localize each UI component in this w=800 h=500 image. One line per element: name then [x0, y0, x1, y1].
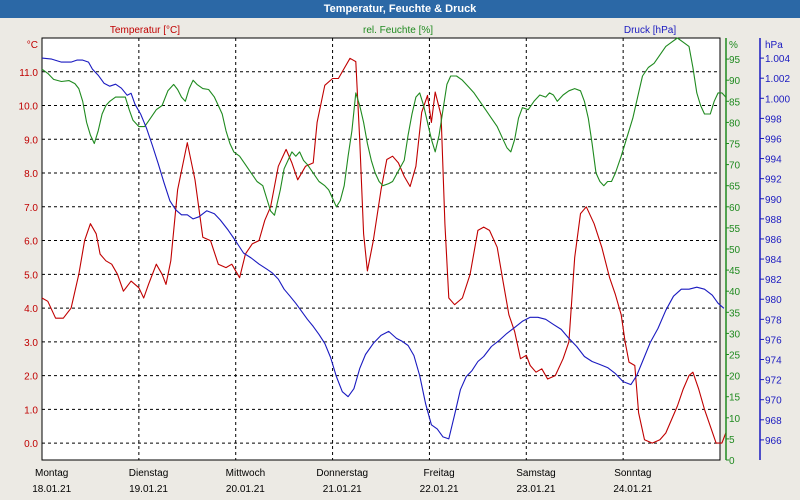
x-day-label: Sonntag — [614, 468, 651, 479]
humidity-tick-label: 75 — [729, 140, 741, 151]
pressure-tick-label: 992 — [765, 175, 782, 186]
x-day-label: Freitag — [424, 468, 455, 479]
pressure-tick-label: 1.002 — [765, 74, 790, 85]
humidity-tick-label: 25 — [729, 351, 741, 362]
pressure-tick-label: 982 — [765, 275, 782, 286]
temperature-tick-label: 3.0 — [24, 338, 38, 349]
x-day-label: Montag — [35, 468, 68, 479]
pressure-tick-label: 984 — [765, 255, 782, 266]
temperature-tick-label: 6.0 — [24, 237, 38, 248]
x-date-label: 20.01.21 — [226, 484, 265, 495]
grid-lines — [42, 38, 720, 460]
humidity-tick-label: 95 — [729, 55, 741, 66]
temperature-tick-label: 0.0 — [24, 439, 38, 450]
pressure-tick-label: 988 — [765, 215, 782, 226]
humidity-tick-label: 35 — [729, 308, 741, 319]
pressure-tick-label: 980 — [765, 295, 782, 306]
temperature-tick-label: 2.0 — [24, 372, 38, 383]
pressure-tick-label: 976 — [765, 335, 782, 346]
pressure-tick-label: 1.004 — [765, 54, 790, 65]
x-day-label: Samstag — [516, 468, 555, 479]
temperature-tick-label: 8.0 — [24, 169, 38, 180]
temperature-tick-label: 4.0 — [24, 304, 38, 315]
series-line-humidity — [41, 37, 727, 216]
humidity-tick-label: 0 — [729, 456, 735, 467]
x-date-label: 22.01.21 — [420, 484, 459, 495]
pressure-tick-label: 996 — [765, 134, 782, 145]
pressure-tick-label: 966 — [765, 436, 782, 447]
pressure-tick-label: 986 — [765, 235, 782, 246]
temperature-tick-label: 1.0 — [24, 405, 38, 416]
humidity-tick-label: 55 — [729, 224, 741, 235]
pressure-tick-label: 970 — [765, 396, 782, 407]
pressure-tick-label: 972 — [765, 376, 782, 387]
series-line-pressure — [41, 57, 725, 440]
humidity-tick-label: 45 — [729, 266, 741, 277]
humidity-tick-label: 15 — [729, 393, 741, 404]
x-date-label: 21.01.21 — [323, 484, 362, 495]
humidity-tick-label: 30 — [729, 329, 741, 340]
humidity-tick-label: 85 — [729, 97, 741, 108]
series-lines — [41, 37, 727, 444]
pressure-tick-label: 968 — [765, 416, 782, 427]
pressure-tick-label: 974 — [765, 356, 782, 367]
temperature-tick-label: 11.0 — [19, 68, 38, 79]
x-day-label: Mittwoch — [226, 468, 265, 479]
humidity-tick-label: 40 — [729, 287, 741, 298]
humidity-unit-label: % — [729, 40, 738, 51]
humidity-tick-label: 80 — [729, 118, 741, 129]
pressure-axis-title: Druck [hPa] — [624, 25, 676, 36]
axes — [725, 38, 764, 461]
humidity-tick-label: 90 — [729, 76, 741, 87]
pressure-tick-label: 998 — [765, 114, 782, 125]
pressure-tick-label: 994 — [765, 155, 782, 166]
x-date-label: 19.01.21 — [129, 484, 168, 495]
plot-area — [41, 37, 721, 461]
series-line-temperature — [41, 57, 727, 444]
x-date-label: 18.01.21 — [32, 484, 71, 495]
pressure-unit-label: hPa — [765, 40, 783, 51]
axis-labels: 0.0 1.0 2.0 3.0 4.0 5.0 6.0 7.0 8.0 9.0 10.0 11.0 0 5… — [19, 25, 791, 495]
humidity-tick-label: 70 — [729, 161, 741, 172]
temperature-axis-title: Temperatur [°C] — [110, 25, 180, 36]
temperature-tick-label: 10.0 — [19, 102, 39, 113]
pressure-tick-label: 1.000 — [765, 94, 790, 105]
temperature-unit-label: °C — [27, 40, 38, 51]
humidity-tick-label: 50 — [729, 245, 741, 256]
pressure-tick-label: 990 — [765, 195, 782, 206]
chart-title: Temperatur, Feuchte & Druck — [0, 0, 800, 18]
humidity-tick-label: 20 — [729, 372, 741, 383]
x-day-label: Donnerstag — [316, 468, 368, 479]
temperature-tick-label: 7.0 — [24, 203, 38, 214]
humidity-tick-label: 65 — [729, 182, 741, 193]
humidity-tick-label: 60 — [729, 203, 741, 214]
x-date-label: 24.01.21 — [613, 484, 652, 495]
x-date-label: 23.01.21 — [517, 484, 556, 495]
temperature-tick-label: 5.0 — [24, 270, 38, 281]
humidity-axis-title: rel. Feuchte [%] — [363, 25, 433, 36]
temperature-tick-label: 9.0 — [24, 135, 38, 146]
pressure-tick-label: 978 — [765, 315, 782, 326]
humidity-tick-label: 5 — [729, 435, 735, 446]
humidity-tick-label: 10 — [729, 414, 741, 425]
x-day-label: Dienstag — [129, 468, 168, 479]
